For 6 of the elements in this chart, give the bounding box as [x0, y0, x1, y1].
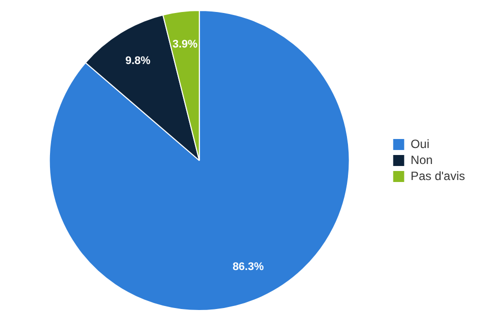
data-label: 3.9%: [172, 38, 198, 50]
data-label: 86.3%: [232, 260, 264, 273]
legend-label: Non: [410, 152, 433, 167]
legend-label: Oui: [410, 136, 430, 151]
legend-label: Pas d'avis: [410, 168, 466, 183]
data-label: 9.8%: [125, 54, 151, 67]
